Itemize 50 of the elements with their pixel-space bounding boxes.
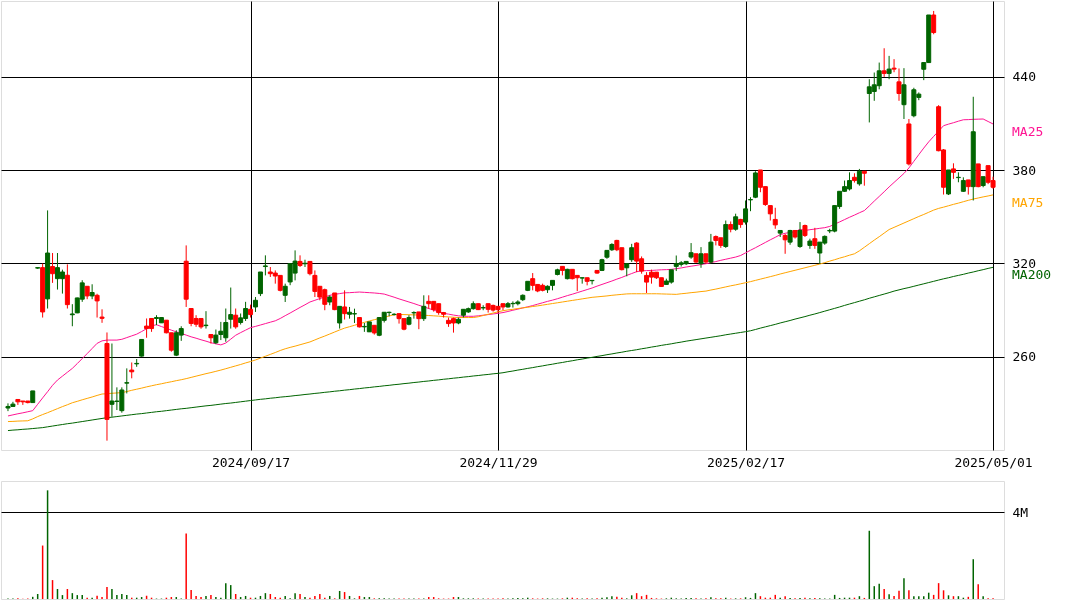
candlestick [109, 343, 115, 418]
candlestick [262, 254, 268, 276]
series-label: MA25 [1012, 123, 1044, 139]
candlestick [886, 55, 892, 80]
candlestick [386, 311, 392, 317]
candlestick [89, 283, 95, 300]
candlestick [337, 305, 343, 330]
line-series [7, 194, 994, 423]
candlestick [946, 169, 952, 196]
candlestick [50, 252, 56, 284]
x-tick-label: 2024/09/17 [211, 454, 291, 470]
candlestick [421, 294, 427, 322]
candlestick [688, 242, 694, 260]
candlestick [634, 241, 640, 273]
candlestick [208, 333, 214, 344]
candlestick [257, 271, 263, 297]
y-tick-label: 4M [1012, 504, 1029, 520]
x-tick-label: 2025/02/17 [706, 454, 786, 470]
candlestick [881, 47, 887, 78]
candlestick [203, 310, 209, 330]
candlestick [713, 234, 719, 246]
candlestick [812, 227, 818, 250]
y-tick-label: 380 [1012, 162, 1036, 178]
candlestick [228, 287, 234, 330]
candlestick [931, 10, 937, 35]
candlestick [233, 308, 239, 330]
candlestick [743, 199, 749, 226]
candlestick [124, 367, 130, 394]
candlestick [282, 283, 288, 303]
candlestick [342, 289, 348, 321]
candlestick [723, 220, 729, 249]
candlestick [629, 243, 635, 263]
candlestick [772, 207, 778, 230]
candlestick [698, 246, 704, 269]
series-label: MA75 [1012, 194, 1044, 210]
candlestick [797, 221, 803, 249]
candlestick [901, 67, 907, 120]
candlestick [589, 279, 595, 285]
x-tick-label: 2024/11/29 [459, 454, 538, 470]
x-tick-label: 2025/05/01 [954, 454, 1033, 470]
candlestick [15, 398, 21, 406]
candlestick [876, 62, 882, 90]
candlestick [144, 317, 150, 339]
candlestick [59, 269, 65, 295]
candlestick [708, 233, 714, 264]
line-series [7, 118, 994, 417]
y-tick-label: 440 [1012, 69, 1036, 85]
y-tick-label: 260 [1012, 349, 1036, 365]
line-series [7, 266, 994, 432]
candlestick [297, 254, 303, 268]
